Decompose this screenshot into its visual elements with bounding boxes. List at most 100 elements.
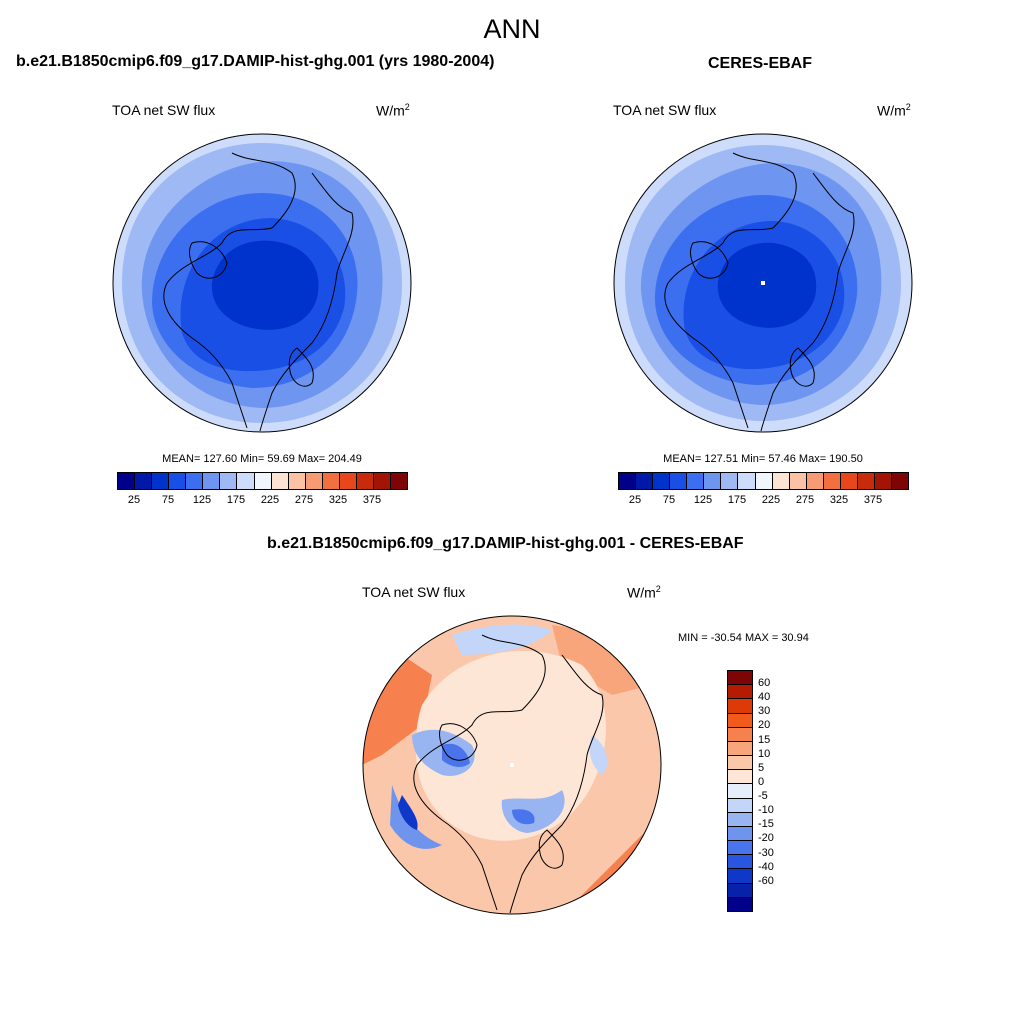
colorbar-tick-label: 225 (260, 494, 280, 506)
colorbar-swatch (322, 473, 340, 489)
colorbar-swatch (288, 473, 306, 489)
colorbar-tick-label: 275 (294, 494, 314, 506)
colorbar-swatch (728, 812, 752, 827)
colorbar-tick-label: 60 (758, 677, 771, 690)
colorbar-swatch (704, 473, 722, 489)
colorbar-swatch (728, 727, 752, 742)
panel-2-units: W/m2 (877, 102, 911, 119)
colorbar-swatch (721, 473, 739, 489)
colorbar-tick-label: 325 (328, 494, 348, 506)
panel-2-contour-band (717, 242, 817, 328)
panel-1-colorbar (117, 472, 408, 490)
colorbar-swatch (670, 473, 688, 489)
panel-3-contour-band (452, 624, 552, 655)
panel-3-units: W/m2 (627, 584, 661, 601)
colorbar-tick-label: -10 (758, 804, 774, 817)
panel-2-coastline (664, 152, 797, 429)
panel-2-coastline (760, 172, 855, 432)
colorbar-swatch (728, 756, 752, 771)
panel-3-title: b.e21.B1850cmip6.f09_g17.DAMIP-hist-ghg.… (267, 535, 744, 552)
panel-3-contour-band (501, 790, 565, 833)
colorbar-tick-label: 375 (863, 494, 883, 506)
colorbar-tick-label: 15 (758, 733, 771, 746)
colorbar-tick-label: -20 (758, 832, 774, 845)
panel-1-coastline (189, 241, 228, 279)
colorbar-tick-label: 25 (628, 494, 642, 506)
colorbar-tick-label: 175 (226, 494, 246, 506)
panel-1-title: b.e21.B1850cmip6.f09_g17.DAMIP-hist-ghg.… (16, 53, 495, 70)
panel-2-colorbar-ticks: 25 75 125 175 225 275 325 375 (618, 494, 907, 508)
colorbar-swatch (152, 473, 170, 489)
colorbar-swatch (135, 473, 153, 489)
colorbar-swatch (339, 473, 357, 489)
colorbar-swatch (619, 473, 637, 489)
colorbar-swatch (254, 473, 272, 489)
colorbar-tick-label: 225 (761, 494, 781, 506)
colorbar-tick-label: 5 (758, 761, 765, 774)
colorbar-swatch (305, 473, 323, 489)
figure-title: ANN (483, 14, 541, 44)
colorbar-swatch (823, 473, 841, 489)
colorbar-swatch (728, 713, 752, 728)
panel-1-coastline (259, 172, 354, 432)
colorbar-swatch (186, 473, 204, 489)
panel-3-pole-missing-cell (510, 763, 514, 767)
colorbar-tick-label: 125 (693, 494, 713, 506)
colorbar-swatch (728, 826, 752, 842)
colorbar-swatch (636, 473, 654, 489)
panel-2-variable-label: TOA net SW flux (613, 102, 717, 118)
colorbar-swatch (874, 473, 892, 489)
panel-1-polar-map (112, 133, 412, 433)
colorbar-tick-label: 175 (727, 494, 747, 506)
panel-1-contour-band (211, 240, 319, 330)
colorbar-swatch (203, 473, 221, 489)
colorbar-swatch (728, 869, 752, 884)
colorbar-swatch (356, 473, 374, 489)
colorbar-tick-label: -15 (758, 818, 774, 831)
colorbar-tick-label: 0 (758, 775, 765, 788)
panel-3-polar-map (362, 615, 662, 915)
panel-3-colorbar-ticks: 60 40 30 20 15 10 5 0 -5 -10 -15 -20 -30 -40 -60 (758, 670, 798, 910)
colorbar-tick-label: 325 (829, 494, 849, 506)
panel-1-units: W/m2 (376, 102, 410, 119)
colorbar-swatch (728, 770, 752, 785)
colorbar-tick-label: -5 (758, 790, 768, 803)
panel-3-coastline (509, 654, 604, 914)
panel-3-contour-band (398, 795, 418, 830)
panel-1-map-border (112, 133, 412, 433)
panel-3-coastline (538, 829, 564, 869)
panel-2-pole-missing-cell (761, 281, 765, 285)
colorbar-tick-label: -60 (758, 874, 774, 887)
colorbar-tick-label: 75 (161, 494, 175, 506)
panel-1-colorbar-ticks: 25 75 125 175 225 275 325 375 (117, 494, 406, 508)
colorbar-tick-label: -30 (758, 846, 774, 859)
colorbar-tick-label: 75 (662, 494, 676, 506)
colorbar-swatch (789, 473, 807, 489)
panel-3-coastline (439, 723, 478, 761)
colorbar-swatch (772, 473, 790, 489)
colorbar-swatch (806, 473, 824, 489)
colorbar-tick-label: 125 (192, 494, 212, 506)
colorbar-tick-label: 40 (758, 691, 771, 704)
colorbar-swatch (728, 841, 752, 856)
colorbar-swatch (653, 473, 671, 489)
panel-2-coastline (789, 347, 815, 387)
colorbar-tick-label: -40 (758, 860, 774, 873)
colorbar-swatch (857, 473, 875, 489)
colorbar-swatch (391, 473, 408, 489)
panel-2-colorbar (618, 472, 909, 490)
colorbar-swatch (728, 784, 752, 799)
panel-2-coastline (690, 241, 729, 279)
panel-3-stats: MIN = -30.54 MAX = 30.94 (678, 632, 809, 644)
colorbar-swatch (118, 473, 136, 489)
panel-3-contour-band (589, 735, 608, 775)
colorbar-swatch (728, 741, 752, 757)
panel-3-map-border (362, 615, 662, 915)
panel-3-variable-label: TOA net SW flux (362, 584, 466, 600)
panel-2-stats: MEAN= 127.51 Min= 57.46 Max= 190.50 (663, 453, 863, 465)
colorbar-swatch (728, 699, 752, 714)
panel-3-contour-band (390, 785, 442, 849)
panel-1-stats: MEAN= 127.60 Min= 59.69 Max= 204.49 (162, 453, 362, 465)
panel-3-coastline (413, 634, 546, 911)
panel-1-coastline (163, 152, 296, 429)
